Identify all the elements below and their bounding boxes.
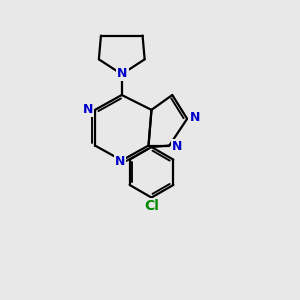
Text: N: N <box>117 67 128 80</box>
Text: N: N <box>82 103 93 116</box>
Text: N: N <box>172 140 182 153</box>
Text: N: N <box>115 155 125 168</box>
Text: N: N <box>189 111 200 124</box>
Text: Cl: Cl <box>144 199 159 213</box>
